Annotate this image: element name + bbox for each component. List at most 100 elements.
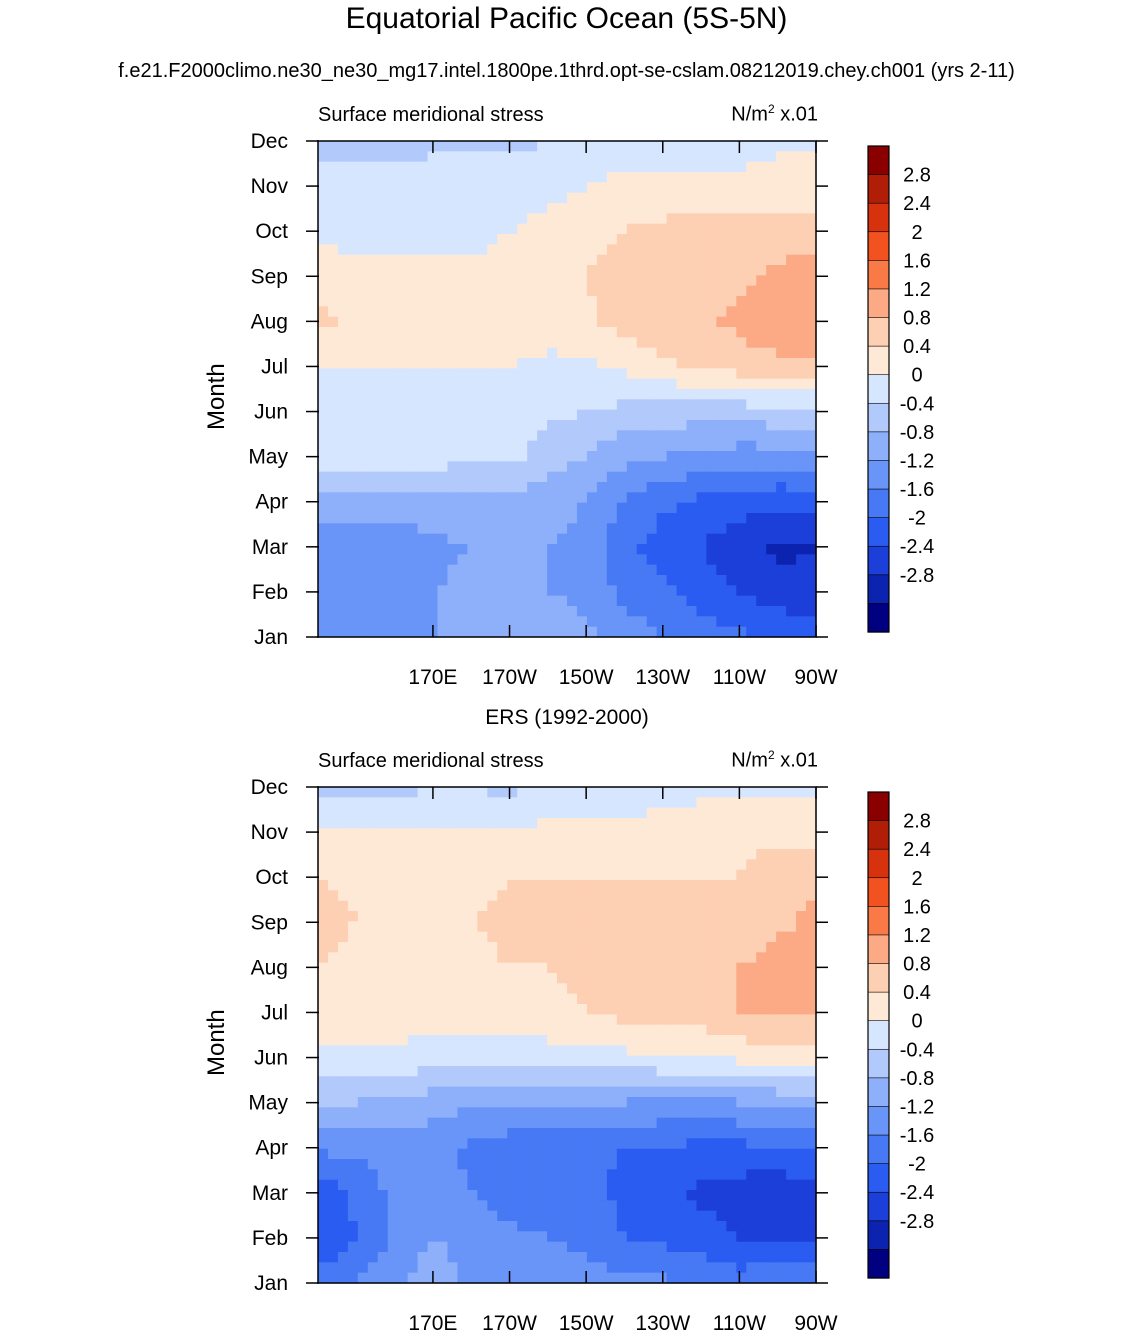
heatmap-cell <box>377 513 389 524</box>
heatmap-cell <box>487 1086 498 1098</box>
heatmap-cell <box>507 1200 518 1212</box>
heatmap-cell <box>606 900 618 912</box>
heatmap-cell <box>806 973 817 984</box>
heatmap-cell <box>497 523 508 535</box>
heatmap-cell <box>337 1004 349 1015</box>
heatmap-cell <box>337 1076 349 1088</box>
heatmap-cell <box>457 502 468 514</box>
heatmap-cell <box>666 575 678 586</box>
heatmap-cell <box>547 523 558 535</box>
heatmap-cell <box>407 492 419 504</box>
heatmap-cell <box>377 952 389 964</box>
heatmap-cell <box>766 254 777 266</box>
heatmap-cell <box>487 606 498 617</box>
heatmap-cell <box>776 1200 787 1212</box>
heatmap-cell <box>706 869 717 881</box>
heatmap-cell <box>766 337 777 349</box>
heatmap-cell <box>586 1014 598 1026</box>
heatmap-cell <box>407 1221 419 1232</box>
heatmap-cell <box>557 285 568 297</box>
heatmap-cell <box>407 192 419 204</box>
heatmap-cell <box>467 1097 478 1108</box>
heatmap-cell <box>387 952 399 964</box>
heatmap-cell <box>616 1086 628 1098</box>
heatmap-cell <box>318 962 329 974</box>
heatmap-cell <box>696 973 708 984</box>
heatmap-cell <box>318 533 329 545</box>
y-tick-label: Oct <box>255 220 288 243</box>
heatmap-cell <box>796 192 807 204</box>
heatmap-cell <box>806 859 817 871</box>
heatmap-cell <box>397 564 409 576</box>
heatmap-cell <box>327 244 339 256</box>
heatmap-cell <box>367 1024 379 1036</box>
heatmap-cell <box>527 461 538 473</box>
heatmap-cell <box>407 828 419 840</box>
heatmap-cell <box>457 440 468 452</box>
heatmap-cell <box>387 859 399 871</box>
heatmap-cell <box>467 1231 478 1243</box>
heatmap-cell <box>596 585 608 597</box>
heatmap-cell <box>736 575 747 586</box>
heatmap-cell <box>636 141 648 152</box>
y-tick-label: Jun <box>254 401 288 424</box>
heatmap-cell <box>636 306 648 318</box>
heatmap-cell <box>417 1055 429 1067</box>
heatmap-cell <box>487 1221 498 1232</box>
x-tick-label: 170W <box>482 1312 537 1335</box>
heatmap-cell <box>636 1179 648 1191</box>
heatmap-cell <box>746 1045 757 1057</box>
heatmap-cell <box>407 1014 419 1026</box>
heatmap-cell <box>606 203 618 214</box>
heatmap-cell <box>626 849 638 860</box>
heatmap-cell <box>477 1055 488 1067</box>
heatmap-cell <box>467 931 478 943</box>
heatmap-cell <box>586 807 598 819</box>
heatmap-cell <box>806 265 817 276</box>
heatmap-cell <box>726 203 737 214</box>
heatmap-cell <box>457 828 468 840</box>
heatmap-cell <box>318 1200 329 1212</box>
heatmap-cell <box>716 316 727 328</box>
heatmap-cell <box>567 1128 578 1139</box>
heatmap-cell <box>547 337 558 349</box>
heatmap-cell <box>567 533 578 545</box>
heatmap-cell <box>676 973 688 984</box>
heatmap-cell <box>706 533 717 545</box>
heatmap-cell <box>487 327 498 338</box>
heatmap-cell <box>447 192 459 204</box>
heatmap-cell <box>736 942 747 953</box>
heatmap-cell <box>327 849 339 860</box>
heatmap-cell <box>447 585 459 597</box>
heatmap-cell <box>666 942 678 953</box>
heatmap-cell <box>547 869 558 881</box>
heatmap-cell <box>616 533 628 545</box>
heatmap-cell <box>686 626 698 638</box>
heatmap-cell <box>557 213 568 225</box>
heatmap-cell <box>427 451 439 462</box>
heatmap-cell <box>656 921 668 933</box>
heatmap-cell <box>357 1045 369 1057</box>
heatmap-cell <box>357 973 369 984</box>
heatmap-cell <box>706 213 717 225</box>
heatmap-cell <box>437 306 449 318</box>
heatmap-cell <box>646 161 658 173</box>
heatmap-cell <box>477 1086 488 1098</box>
heatmap-cell <box>686 1272 698 1284</box>
heatmap-cell <box>337 1231 349 1243</box>
heatmap-cell <box>407 1200 419 1212</box>
heatmap-cell <box>656 973 668 984</box>
heatmap-cell <box>736 1210 747 1222</box>
heatmap-cell <box>417 921 429 933</box>
heatmap-cell <box>796 554 807 566</box>
heatmap-cell <box>427 1014 439 1026</box>
heatmap-cell <box>806 1066 817 1077</box>
y-tick-label: May <box>248 1092 288 1115</box>
heatmap-cell <box>626 942 638 953</box>
heatmap-cell <box>397 492 409 504</box>
heatmap-cell <box>537 1231 548 1243</box>
heatmap-cell <box>367 1252 379 1263</box>
heatmap-cell <box>417 818 429 829</box>
heatmap-cell <box>756 931 767 943</box>
heatmap-cell <box>447 616 459 628</box>
